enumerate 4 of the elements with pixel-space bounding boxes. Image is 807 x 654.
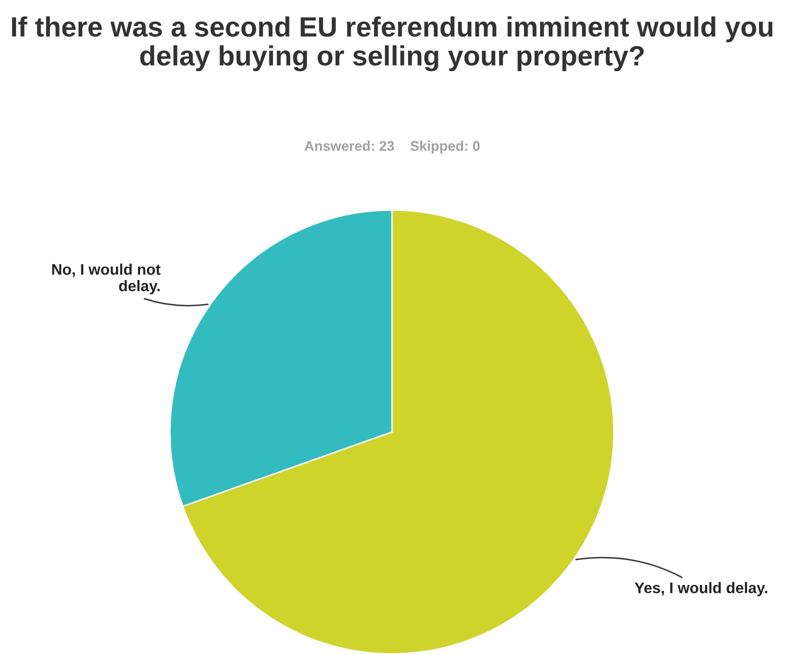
- slice-label: Yes, I would delay.: [634, 582, 768, 596]
- slice-label: No, I would not delay.: [52, 264, 160, 294]
- chart-title: If there was a second EU referendum imminent would you delay buying or selling your property?: [12, 16, 772, 72]
- chart-subtitle: Answered: 23 Skipped: 0: [304, 140, 480, 154]
